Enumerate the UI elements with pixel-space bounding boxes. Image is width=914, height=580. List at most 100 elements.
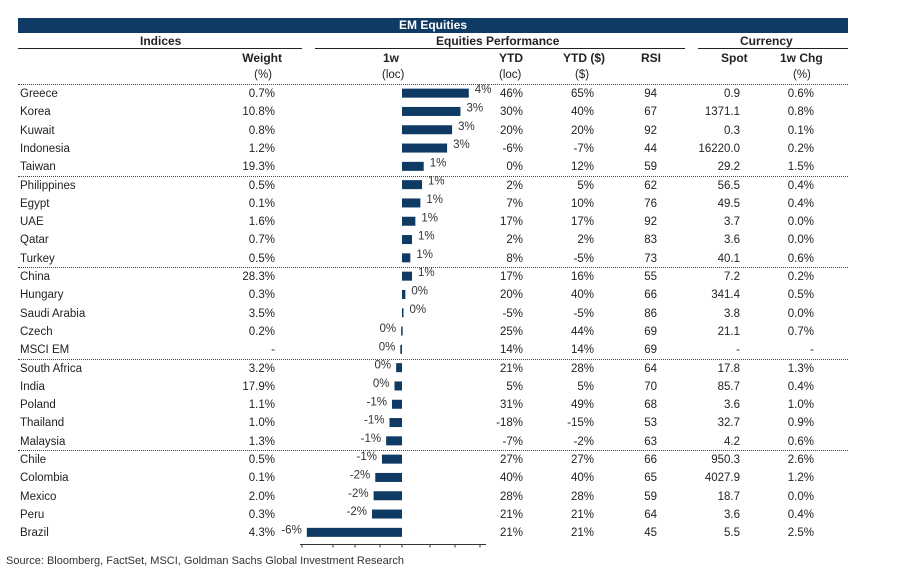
rsi-cell: 92 — [644, 216, 657, 229]
chg-cell: 0.0% — [787, 216, 814, 229]
table-row: Qatar 0.7% 2% 2% 83 3.6 0.0% — [0, 231, 914, 249]
country-name: Colombia — [20, 472, 69, 485]
spot-cell: 4.2 — [724, 435, 740, 448]
header-rsi: RSI — [641, 51, 662, 65]
country-name: Egypt — [20, 197, 50, 210]
country-name: South Africa — [20, 362, 83, 375]
table-row: Kuwait 0.8% 20% 20% 92 0.3 0.1% — [0, 122, 914, 140]
chg-cell: - — [810, 344, 814, 357]
rsi-cell: 59 — [644, 161, 657, 174]
weight-cell: 1.6% — [248, 216, 275, 229]
bar-msci-em — [400, 344, 402, 354]
unit-1w-chg: (%) — [793, 69, 811, 81]
chg-cell: 0.6% — [787, 435, 814, 448]
unit-ytd-usd: ($) — [575, 69, 590, 81]
rsi-cell: 86 — [644, 307, 657, 320]
ytd-cell: -5% — [502, 307, 523, 320]
ytd-cell: 46% — [499, 88, 523, 100]
header-1w: 1w — [383, 51, 400, 65]
ytd-cell: 2% — [506, 179, 523, 192]
table-row: Greece 0.7% 46% 65% 94 0.9 0.6% — [0, 85, 914, 103]
country-name: Chile — [20, 454, 47, 466]
ytd-usd-cell: 40% — [570, 472, 594, 485]
bar-label: -1% — [367, 396, 387, 408]
ytd-usd-cell: 16% — [570, 271, 594, 283]
chg-cell: 1.2% — [787, 472, 814, 485]
ytd-usd-cell: 40% — [570, 106, 594, 119]
table-title: EM Equities — [18, 18, 848, 33]
table-row: Philippines 0.5% 2% 5% 62 56.5 0.4% — [0, 177, 914, 195]
bar-label: 0% — [410, 304, 427, 316]
weight-cell: 2.0% — [248, 490, 275, 503]
ytd-usd-cell: 28% — [570, 490, 594, 503]
ytd-cell: 40% — [499, 472, 523, 485]
weight-cell: 4.3% — [248, 527, 275, 540]
bar-label: 3% — [453, 139, 470, 151]
weight-cell: 1.1% — [248, 399, 275, 412]
bar-label: -1% — [364, 415, 384, 427]
rsi-cell: 66 — [644, 454, 657, 466]
header-underline-equities — [315, 48, 685, 49]
ytd-cell: -18% — [496, 417, 523, 430]
spot-cell: 0.9 — [724, 88, 740, 100]
rsi-cell: 83 — [644, 234, 657, 247]
ytd-cell: -6% — [502, 142, 523, 155]
rsi-cell: 69 — [644, 325, 657, 338]
country-name: Taiwan — [20, 161, 56, 174]
unit-1w: (loc) — [382, 69, 405, 81]
ytd-usd-cell: -5% — [573, 307, 594, 320]
header-indices: Indices — [140, 34, 182, 48]
weight-cell: 17.9% — [242, 380, 275, 393]
bar-label: -6% — [281, 524, 301, 536]
rsi-cell: 67 — [644, 106, 657, 119]
bar-taiwan — [402, 161, 424, 171]
bar-label: 1% — [421, 212, 438, 224]
table-row: Chile 0.5% 27% 27% 66 950.3 2.6% — [0, 451, 914, 469]
bar-label: 1% — [426, 194, 443, 206]
spot-cell: 3.8 — [724, 307, 740, 320]
ytd-usd-cell: 27% — [570, 454, 594, 466]
weight-cell: 0.7% — [248, 88, 275, 100]
bar-uae — [402, 216, 416, 226]
bar-peru — [371, 509, 402, 519]
bar-philippines — [402, 180, 423, 190]
weight-cell: 3.5% — [248, 307, 275, 320]
bar-india — [394, 381, 402, 391]
rsi-cell: 63 — [644, 435, 657, 448]
bar-egypt — [402, 198, 421, 208]
bar-poland — [391, 399, 402, 409]
weight-cell: 0.5% — [248, 252, 275, 265]
rsi-cell: 73 — [644, 252, 657, 265]
chg-cell: 0.6% — [787, 252, 814, 265]
rsi-cell: 92 — [644, 124, 657, 137]
chg-cell: 0.0% — [787, 307, 814, 320]
spot-cell: 1371.1 — [704, 106, 740, 119]
spot-cell: 341.4 — [711, 289, 740, 302]
ytd-cell: 17% — [499, 216, 523, 229]
table-row: China 28.3% 17% 16% 55 7.2 0.2% — [0, 268, 914, 286]
rsi-cell: 62 — [644, 179, 657, 192]
chg-cell: 0.0% — [787, 490, 814, 503]
chg-cell: 0.2% — [787, 271, 814, 283]
ytd-cell: 17% — [499, 271, 523, 283]
spot-cell: 29.2 — [717, 161, 740, 174]
header-separator — [18, 84, 848, 85]
bar-label: 0% — [375, 360, 392, 372]
ytd-cell: 8% — [506, 252, 523, 265]
bar-label: -2% — [348, 488, 368, 500]
weight-cell: 0.3% — [248, 508, 275, 521]
country-name: Indonesia — [20, 142, 70, 155]
chg-cell: 0.1% — [787, 124, 814, 137]
ytd-usd-cell: 28% — [570, 362, 594, 375]
table-row: Saudi Arabia 3.5% -5% -5% 86 3.8 0.0% — [0, 305, 914, 323]
ytd-cell: 14% — [499, 344, 523, 357]
spot-cell: 17.8 — [717, 362, 740, 375]
ytd-cell: 5% — [506, 380, 523, 393]
spot-cell: 16220.0 — [698, 142, 740, 155]
unit-weight: (%) — [254, 69, 272, 81]
bar-label: -1% — [357, 451, 377, 463]
table-row: Brazil 4.3% 21% 21% 45 5.5 2.5% — [0, 524, 914, 542]
country-name: China — [20, 271, 51, 283]
table-row: Czech 0.2% 25% 44% 69 21.1 0.7% — [0, 323, 914, 341]
table-row: Peru 0.3% 21% 21% 64 3.6 0.4% — [0, 506, 914, 524]
